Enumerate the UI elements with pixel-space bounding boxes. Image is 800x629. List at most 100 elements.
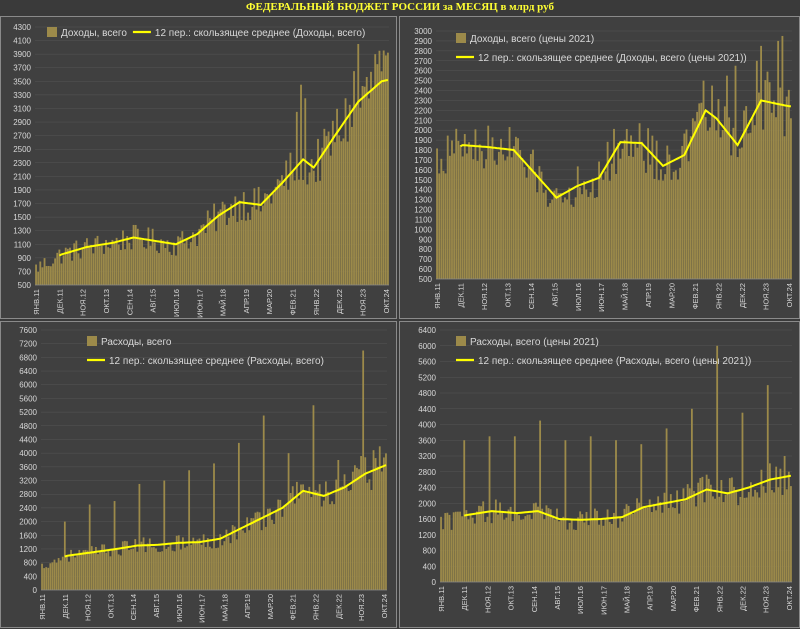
bar xyxy=(787,89,790,279)
bar xyxy=(81,248,84,285)
bar xyxy=(711,85,713,279)
legend-line-label: 12 пер.: скользящее среднее (Расходы, вс… xyxy=(109,356,324,367)
bar xyxy=(687,161,690,279)
bar xyxy=(524,516,527,582)
bar xyxy=(771,490,773,582)
y-tick-label: 4100 xyxy=(13,37,31,46)
y-tick-label: 800 xyxy=(423,547,437,556)
bar xyxy=(312,405,315,590)
bar xyxy=(56,252,59,285)
bar xyxy=(600,518,603,582)
bar xyxy=(231,525,234,590)
bar xyxy=(448,155,451,279)
bar xyxy=(90,546,93,590)
bar xyxy=(182,537,184,590)
bar xyxy=(240,528,242,590)
x-tick-label: ИЮН.17 xyxy=(597,283,606,312)
x-tick-label: ОКТ.13 xyxy=(507,586,516,610)
bar xyxy=(553,519,556,582)
bar xyxy=(440,516,442,582)
bar xyxy=(35,264,37,285)
bar xyxy=(157,551,159,590)
bar xyxy=(454,511,457,582)
legend-bar-swatch xyxy=(87,336,97,346)
bar xyxy=(359,107,362,285)
bar xyxy=(751,117,754,280)
legend-bar-label: Расходы, всего xyxy=(101,337,172,348)
bar xyxy=(101,544,104,590)
bar xyxy=(333,504,336,590)
bar xyxy=(576,166,579,279)
bar xyxy=(382,50,385,285)
bar xyxy=(229,543,232,590)
y-tick-label: 2800 xyxy=(19,490,37,499)
x-tick-label: ИЮН.17 xyxy=(195,289,204,318)
bar xyxy=(753,125,756,279)
bar xyxy=(217,547,220,590)
bar xyxy=(281,516,284,590)
bar xyxy=(247,212,249,285)
chart-spending-real: 0 400 800 1200 1600 2000 2400 2800 3200 3600 4000 4… xyxy=(418,326,794,615)
bar xyxy=(719,137,722,279)
bar xyxy=(376,64,379,285)
y-tick-label: 1700 xyxy=(414,156,432,165)
bar xyxy=(94,238,97,285)
bar xyxy=(455,128,458,279)
bar xyxy=(760,45,763,279)
bar xyxy=(442,170,445,279)
bar xyxy=(376,466,379,590)
bar xyxy=(384,55,387,286)
bar xyxy=(304,98,307,285)
bar xyxy=(555,188,558,279)
bar xyxy=(575,529,577,582)
bar xyxy=(130,549,133,590)
bar xyxy=(109,248,112,285)
bar xyxy=(745,497,748,582)
y-tick-label: 4300 xyxy=(13,23,31,32)
bar xyxy=(634,511,636,582)
y-tick-label: 5200 xyxy=(418,373,436,382)
bar xyxy=(58,249,61,285)
bar xyxy=(764,80,767,279)
bar xyxy=(483,168,485,279)
bar xyxy=(615,173,618,279)
bar xyxy=(612,512,615,582)
bar xyxy=(109,556,112,590)
x-tick-label: НОЯ.12 xyxy=(84,594,93,621)
bar xyxy=(566,529,569,582)
y-tick-label: 2900 xyxy=(414,37,432,46)
bar xyxy=(688,488,691,582)
bar xyxy=(444,513,447,582)
bar xyxy=(172,242,175,285)
bar xyxy=(177,535,180,590)
bar xyxy=(502,154,505,279)
bar xyxy=(689,136,692,279)
bar xyxy=(679,167,681,279)
y-tick-label: 5200 xyxy=(19,408,37,417)
bar xyxy=(735,492,738,582)
bar xyxy=(141,239,143,285)
bar xyxy=(678,513,681,582)
bar xyxy=(492,510,495,582)
bar xyxy=(526,514,529,582)
bar xyxy=(234,196,237,285)
bar xyxy=(572,206,575,279)
x-tick-label: ДЕК.22 xyxy=(334,594,343,619)
bar xyxy=(465,153,468,279)
bar xyxy=(578,187,581,279)
bar xyxy=(179,237,182,285)
y-tick-label: 1200 xyxy=(19,545,37,554)
bar xyxy=(672,171,675,279)
bar xyxy=(97,554,99,590)
bar xyxy=(482,501,485,582)
bar xyxy=(615,440,617,582)
bar xyxy=(740,147,743,279)
bar xyxy=(577,517,579,582)
bar xyxy=(285,504,288,590)
bar xyxy=(527,167,530,279)
bar xyxy=(119,555,122,590)
bar xyxy=(92,552,95,590)
bar xyxy=(257,186,260,285)
y-tick-label: 2600 xyxy=(414,67,432,76)
y-tick-label: 7600 xyxy=(19,326,37,335)
